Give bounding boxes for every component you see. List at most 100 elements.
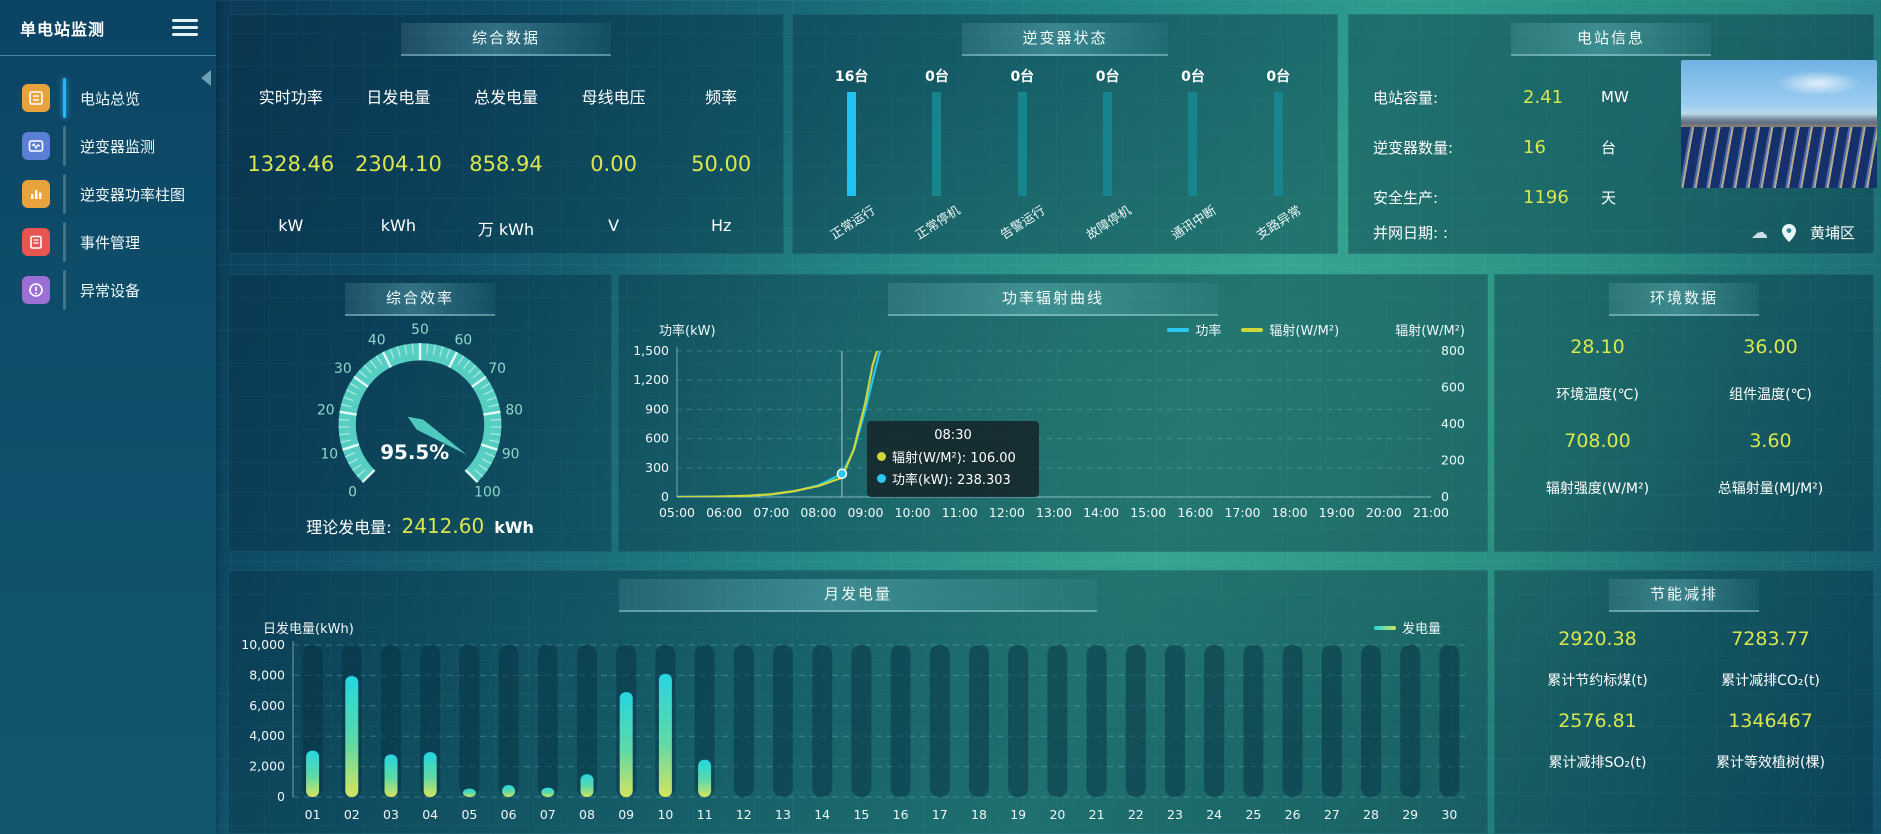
theory-energy: 理论发电量: 2412.60 kWh [306, 514, 534, 538]
legend-item[interactable]: 功率 [1167, 320, 1221, 339]
svg-text:600: 600 [1441, 380, 1465, 395]
svg-text:21: 21 [1089, 807, 1105, 822]
status-label: 正常运行 [827, 202, 878, 243]
svg-text:30: 30 [334, 361, 352, 377]
svg-text:1,200: 1,200 [633, 372, 669, 387]
svg-text:04: 04 [422, 807, 438, 822]
sidebar-item-station-overview[interactable]: 电站总览 [0, 74, 216, 122]
svg-text:24: 24 [1206, 807, 1222, 822]
sidebar-item-event-management[interactable]: 事件管理 [0, 218, 216, 266]
svg-text:11: 11 [697, 807, 713, 822]
env-value: 28.10 [1570, 336, 1625, 358]
svg-text:15:00: 15:00 [1130, 505, 1166, 520]
sidebar-item-label: 电站总览 [80, 89, 141, 108]
svg-text:20: 20 [1049, 807, 1065, 822]
panel-title: 逆变器状态 [961, 23, 1169, 56]
svg-text:12: 12 [736, 807, 752, 822]
status-count: 0台 [1266, 69, 1291, 85]
status-count: 16台 [834, 69, 869, 85]
svg-text:11:00: 11:00 [942, 505, 978, 520]
saving-coal: 2920.38 累计节约标煤(t) [1511, 628, 1684, 690]
status-bar [932, 92, 942, 196]
panel-station-info: 电站信息 电站容量: 2.41 MW 逆变器数量: 16 台 安全生产: 119… [1348, 14, 1877, 254]
saving-label: 累计减排CO₂(t) [1721, 673, 1820, 689]
menu-toggle-icon[interactable] [172, 15, 198, 40]
svg-text:23: 23 [1167, 807, 1183, 822]
svg-text:10,000: 10,000 [241, 637, 285, 652]
sidebar-item-inverter-power-bars[interactable]: 逆变器功率柱图 [0, 170, 216, 218]
monthly-bar-chart[interactable]: 10,000 8,000 6,000 4,000 2,000 0 01 02 03 04 05 06 0… [229, 637, 1481, 833]
svg-text:0: 0 [348, 485, 357, 501]
info-value: 1196 [1523, 186, 1569, 208]
status-label: 正常停机 [912, 202, 963, 243]
grid-date-label: 并网日期: : [1373, 224, 1448, 242]
svg-text:8,000: 8,000 [249, 667, 285, 682]
svg-text:12:00: 12:00 [989, 505, 1025, 520]
saving-value: 2920.38 [1558, 628, 1637, 650]
monthly-legend[interactable]: 发电量 [1373, 618, 1441, 637]
info-label: 电站容量: [1373, 88, 1439, 107]
metric-label: 总发电量 [473, 88, 538, 107]
saving-grid: 2920.38 累计节约标煤(t) 7283.77 累计减排CO₂(t) 257… [1495, 612, 1873, 772]
active-indicator [63, 78, 66, 118]
station-capacity-row: 电站容量: 2.41 MW [1373, 72, 1855, 122]
env-label: 总辐射量(MJ/M²) [1717, 481, 1824, 497]
inverter-status-bars[interactable]: 16台 正常运行 0台 正常停机 0台 告警运行 0台 故障停机 0台 [793, 56, 1337, 242]
app-title: 单电站监测 [20, 19, 106, 39]
info-label: 逆变器数量: [1373, 138, 1454, 157]
metric-value: 50.00 [691, 152, 752, 176]
svg-text:05: 05 [461, 807, 477, 822]
metric-bus-voltage: 母线电压 0.00 V [560, 70, 668, 240]
svg-text:06: 06 [501, 807, 517, 822]
location-pin-icon[interactable] [1781, 223, 1796, 242]
panel-monthly-energy: 月发电量 日发电量(kWh) 发电量 10,000 8,000 6,000 4,000… [228, 570, 1488, 834]
metric-value: 1328.46 [247, 152, 335, 176]
metric-value: 0.00 [590, 152, 637, 176]
inverter-count-row: 逆变器数量: 16 台 [1373, 122, 1855, 172]
svg-text:09:00: 09:00 [847, 505, 883, 520]
tooltip-time: 08:30 [934, 428, 972, 443]
legend-item[interactable]: 辐射(W/M²) [1241, 320, 1339, 339]
svg-text:08:00: 08:00 [800, 505, 836, 520]
inverter-monitor-icon [22, 132, 50, 160]
curve-header: 功率(kW) 功率 辐射(W/M²) 辐射(W/M²) [619, 316, 1487, 339]
status-label: 故障停机 [1083, 202, 1134, 243]
saving-label: 累计减排SO₂(t) [1548, 755, 1647, 771]
sidebar-collapse-icon[interactable] [201, 70, 211, 86]
metric-label: 日发电量 [366, 88, 431, 107]
metric-unit: kWh [380, 216, 416, 235]
env-label: 环境温度(℃) [1556, 387, 1639, 403]
env-value: 36.00 [1743, 336, 1798, 358]
svg-text:09: 09 [618, 807, 634, 822]
svg-text:0: 0 [277, 789, 285, 804]
radiation-dot-icon [877, 452, 886, 461]
panel-inverter-status: 逆变器状态 16台 正常运行 0台 正常停机 0台 告警运行 0台 故障停机 [792, 14, 1338, 254]
legend-item[interactable]: 发电量 [1373, 618, 1441, 637]
curve-legend[interactable]: 功率 辐射(W/M²) [1167, 320, 1339, 339]
sidebar-item-abnormal-devices[interactable]: 异常设备 [0, 266, 216, 314]
svg-text:02: 02 [344, 807, 360, 822]
svg-text:200: 200 [1441, 453, 1465, 468]
status-bar [1273, 92, 1283, 196]
location-name[interactable]: 黄埔区 [1809, 224, 1855, 242]
monthly-header: 日发电量(kWh) 发电量 [229, 612, 1487, 637]
svg-text:06:00: 06:00 [706, 505, 742, 520]
metric-daily-energy: 日发电量 2304.10 kWh [345, 70, 453, 240]
metric-label: 实时功率 [258, 88, 323, 107]
left-axis-title: 功率(kW) [659, 324, 716, 339]
panel-title: 节能减排 [1609, 579, 1759, 612]
saving-trees: 1346467 累计等效植树(棵) [1684, 710, 1857, 772]
status-alarm-run: 0台 告警运行 [987, 66, 1057, 242]
sidebar-menu: 电站总览 逆变器监测 逆变器功率柱图 事 [0, 74, 216, 314]
svg-text:25: 25 [1245, 807, 1261, 822]
weather-cloud-icon[interactable]: ☁ [1750, 222, 1768, 243]
svg-text:800: 800 [1441, 343, 1465, 358]
power-dot-icon [877, 474, 886, 483]
svg-text:1,500: 1,500 [633, 343, 669, 358]
curve-chart-area[interactable]: 1,500 1,200 900 600 300 0 800 600 400 200 0 05:00 06… [619, 339, 1487, 548]
efficiency-gauge[interactable]: 0 10 20 30 40 50 60 70 80 90 100 95.5% 理论发电量: 2412.… [229, 316, 611, 538]
info-unit: 台 [1601, 138, 1617, 157]
sidebar-item-inverter-monitor[interactable]: 逆变器监测 [0, 122, 216, 170]
panel-title: 电站信息 [1511, 23, 1711, 56]
